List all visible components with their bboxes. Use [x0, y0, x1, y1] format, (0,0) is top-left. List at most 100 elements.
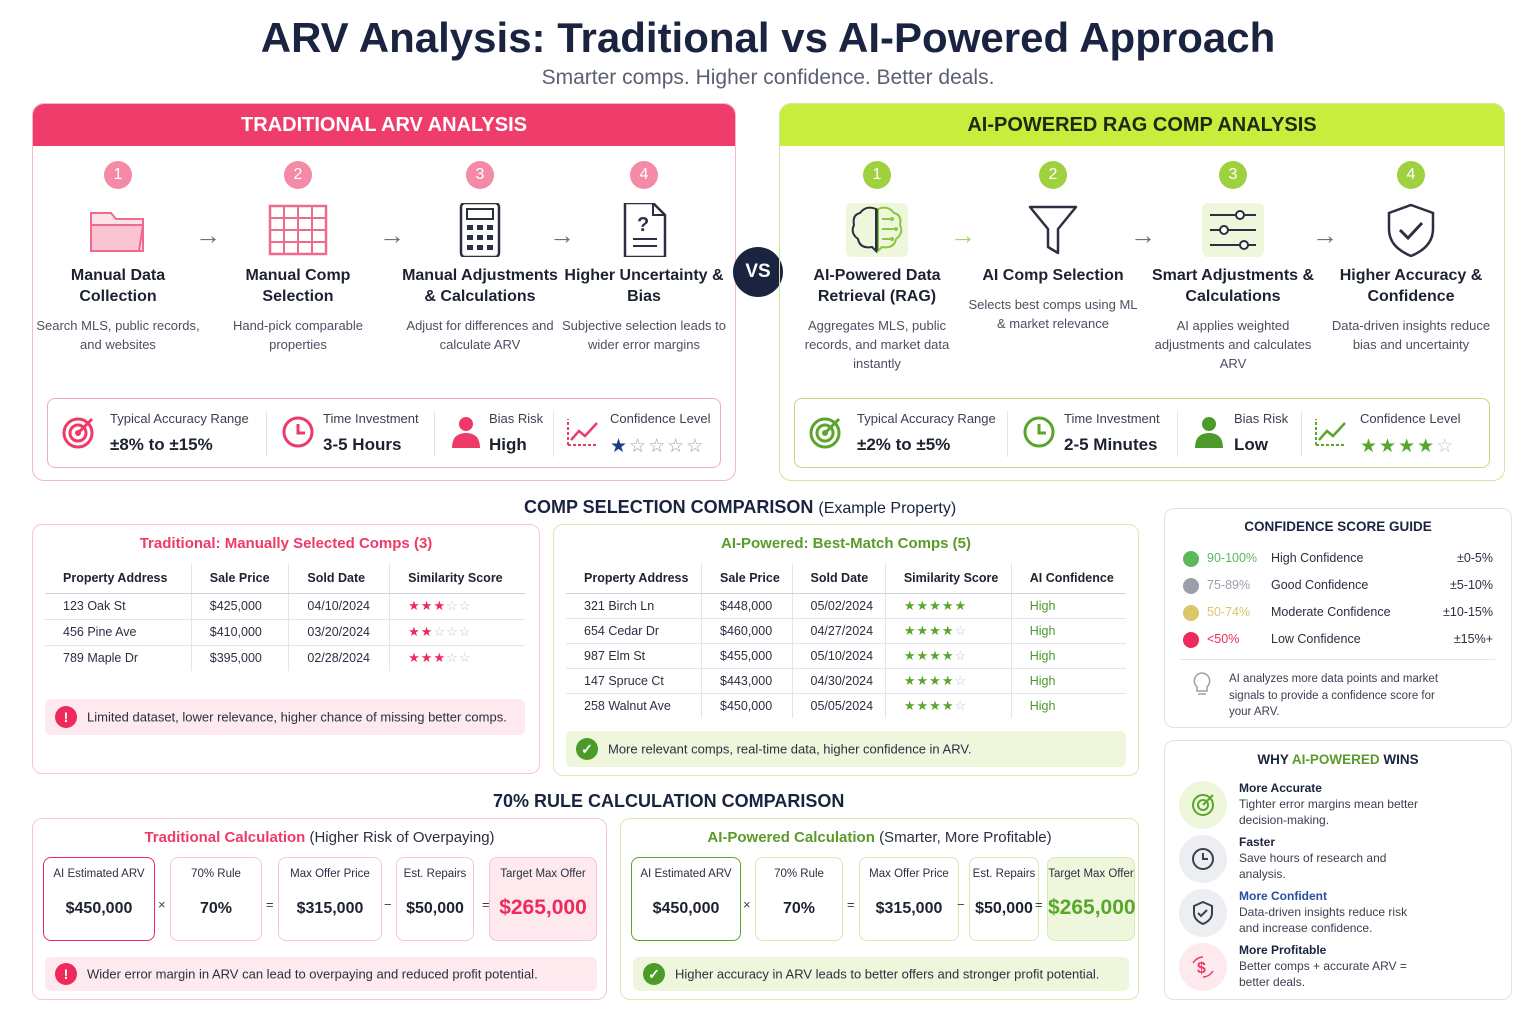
traditional-metrics: Typical Accuracy Range ±8% to ±15% Time …	[47, 398, 721, 468]
step-number: 4	[1397, 161, 1425, 189]
calc-label: Target Max Offer	[1048, 868, 1134, 880]
star-icon: ★	[610, 436, 630, 457]
star-icon: ★	[929, 647, 942, 663]
step-desc: Subjective selection leads to wider erro…	[561, 318, 727, 352]
why-desc: Tighter error margins mean better decisi…	[1239, 797, 1418, 827]
star-icon: ★	[916, 622, 930, 638]
metric-value: Low	[1234, 435, 1268, 454]
status-dot	[1183, 605, 1199, 621]
ai-confidence-cell: High	[1010, 618, 1126, 643]
operator: ×	[743, 897, 751, 912]
metric-label: Confidence Level	[1360, 411, 1461, 426]
table-header: Property Address Sale Price Sold Date Si…	[566, 563, 1126, 594]
date-cell: 03/20/2024	[288, 619, 390, 645]
ai-confidence-cell: High	[1010, 593, 1126, 618]
calc-value: $450,000	[65, 900, 133, 917]
arrow-icon: →	[549, 220, 575, 250]
note-text: Higher accuracy in ARV leads to better o…	[675, 966, 1100, 982]
step-title: Higher Accuracy & Confidence	[1339, 267, 1483, 305]
star-icon: ☆	[446, 650, 459, 666]
spreadsheet-icon	[268, 204, 328, 256]
column-header: Sale Price	[701, 563, 792, 594]
star-icon: ★	[420, 624, 434, 639]
folder-icon	[90, 212, 145, 252]
guide-note: AI analyzes more data points and market …	[1229, 673, 1439, 718]
why-title-b: AI-POWERED	[1291, 752, 1380, 767]
svg-text:$: $	[1197, 960, 1206, 977]
calc-title-main: Traditional Calculation	[144, 829, 306, 846]
guide-margin: ±10-15%	[1443, 605, 1493, 619]
traditional-comps-card: Traditional: Manually Selected Comps (3)…	[32, 524, 540, 774]
star-icon: ☆	[954, 697, 968, 713]
star-icon: ☆	[433, 624, 447, 639]
calc-value: 70%	[782, 900, 816, 917]
star-icon: ★	[941, 697, 955, 713]
guide-margin: ±15%+	[1453, 632, 1493, 646]
target-icon	[1192, 794, 1214, 816]
vs-badge: VS	[733, 247, 783, 297]
step-desc: Aggregates MLS, public records, and mark…	[804, 318, 950, 371]
column-header: Similarity Score	[884, 563, 1012, 594]
confidence-stars: ★☆☆☆☆	[610, 435, 705, 458]
calc-box: AI Estimated ARV $450,000	[43, 857, 155, 941]
why-title-c: WINS	[1379, 752, 1419, 767]
ai-step-2: 2 AI Comp Selection Selects best comps u…	[968, 161, 1138, 333]
trad-step-4: 4 ? Higher Uncertainty & Bias Subjective…	[559, 161, 729, 354]
metric-value: ±2% to ±5%	[857, 435, 951, 454]
column-header: Sold Date	[288, 563, 390, 594]
calc-value: $265,000	[499, 896, 587, 919]
check-icon: ✓	[643, 963, 665, 985]
metric-label: Time Investment	[323, 411, 419, 426]
why-title: Faster	[1239, 835, 1276, 849]
ai-panel: AI-POWERED RAG COMP ANALYSIS 1 AI-Powere…	[779, 103, 1505, 481]
ai-confidence-cell: High	[1010, 693, 1126, 718]
step-title: Higher Uncertainty & Bias	[564, 267, 724, 305]
calc-label: 70% Rule	[774, 868, 824, 880]
date-cell: 05/10/2024	[791, 643, 886, 668]
star-icon: ★	[929, 672, 942, 688]
ai-step-3: 3 Smart Adjustments & Calculations AI ap…	[1148, 161, 1318, 373]
metric-label: Bias Risk	[1234, 411, 1289, 426]
table-row: 123 Oak St $425,000 04/10/2024 ★★★☆☆	[45, 593, 525, 619]
star-icon: ★	[1398, 436, 1418, 457]
price-cell: $395,000	[190, 645, 289, 671]
star-icon: ☆	[446, 624, 459, 639]
step-title: Manual Adjustments & Calculations	[402, 267, 558, 305]
table-row: 321 Birch Ln $448,000 05/02/2024 ★★★★★ High	[566, 593, 1126, 618]
metric-value: ±8% to ±15%	[110, 435, 213, 454]
similarity-cell: ★★★★★	[884, 593, 1012, 618]
star-icon: ★	[903, 672, 917, 688]
status-dot	[1183, 632, 1199, 648]
step-title: Manual Data Collection	[70, 267, 166, 305]
step-number: 3	[466, 161, 494, 189]
star-icon: ☆	[458, 650, 472, 666]
step-desc: Adjust for differences and calculate ARV	[406, 318, 554, 352]
star-icon: ☆	[648, 436, 668, 457]
dollar-arrows-icon: $	[1192, 956, 1214, 978]
card-title: WHY AI-POWERED WINS	[1165, 752, 1511, 767]
price-cell: $410,000	[190, 619, 289, 645]
star-icon: ★	[941, 647, 955, 663]
step-desc: Data-driven insights reduce bias and unc…	[1331, 318, 1491, 352]
price-cell: $455,000	[701, 643, 792, 668]
ai-comps-note: ✓ More relevant comps, real-time data, h…	[566, 731, 1126, 767]
step-number: 2	[284, 161, 312, 189]
star-icon: ★	[916, 597, 930, 613]
guide-label: Low Confidence	[1271, 632, 1361, 646]
calc-label: Max Offer Price	[869, 868, 949, 880]
ai-confidence-cell: High	[1010, 643, 1126, 668]
question-document-icon: ?	[623, 203, 667, 257]
star-icon: ★	[903, 597, 917, 613]
calc-value: $450,000	[652, 900, 720, 917]
ai-comps-table: Property Address Sale Price Sold Date Si…	[566, 563, 1126, 718]
operator: −	[957, 897, 965, 912]
why-desc: Save hours of research and analysis.	[1239, 851, 1387, 881]
star-icon: ★	[916, 697, 930, 713]
guide-row: <50% Low Confidence ±15%+	[1183, 630, 1493, 650]
traditional-panel: TRADITIONAL ARV ANALYSIS 1 Manual Data C…	[32, 103, 736, 481]
metric-label: Confidence Level	[610, 411, 711, 426]
why-icon-bg: $	[1179, 943, 1227, 991]
guide-range: <50%	[1207, 632, 1240, 646]
calc-label: Max Offer Price	[290, 868, 370, 880]
table-row: 147 Spruce Ct $443,000 04/30/2024 ★★★★☆ High	[566, 668, 1126, 693]
